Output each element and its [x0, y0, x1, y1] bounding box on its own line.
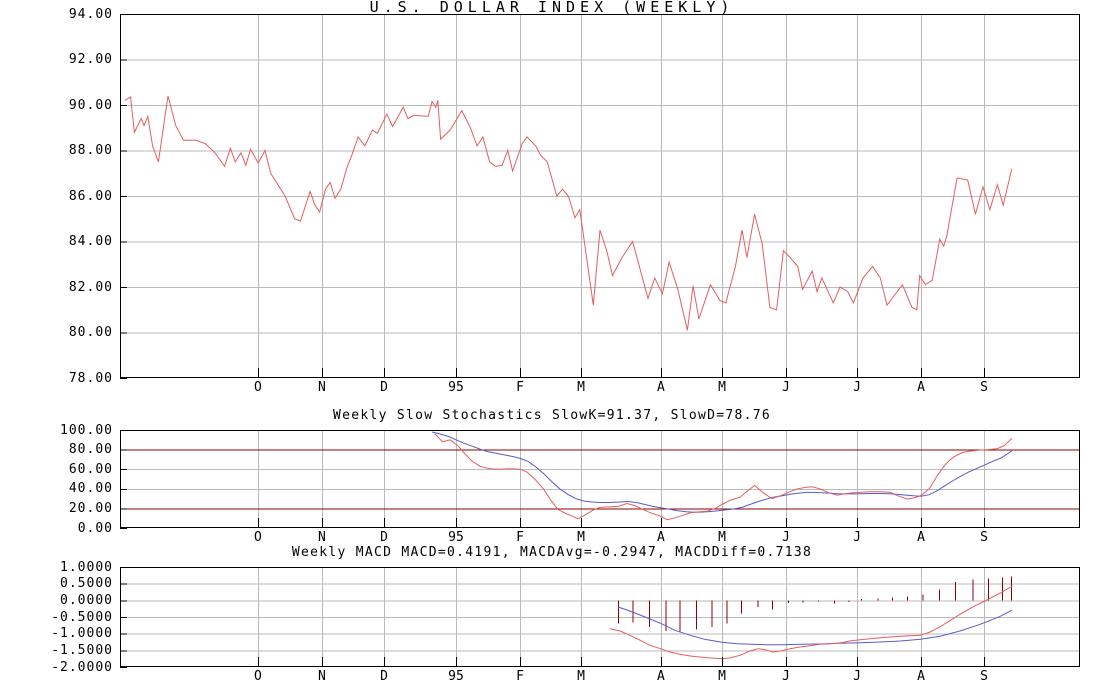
x-axis-label: A	[917, 530, 925, 545]
x-axis-label: J	[782, 669, 790, 684]
y-axis-label: 0.5000	[60, 576, 113, 592]
macd-chart-plot	[120, 567, 1080, 668]
price-chart-plot	[120, 14, 1080, 379]
y-axis-label: 80.00	[68, 325, 113, 340]
y-axis-label: 80.00	[68, 442, 113, 458]
y-axis-label: 90.00	[68, 97, 113, 113]
x-axis-label: N	[318, 380, 326, 395]
macd-chart-title: Weekly MACD MACD=0.4191, MACDAvg=-0.2947…	[291, 545, 813, 560]
y-axis-label: 88.00	[68, 143, 113, 158]
x-axis-label: A	[917, 669, 925, 684]
price-chart-title: U.S. DOLLAR INDEX (WEEKLY)	[369, 0, 735, 16]
y-axis-label: 82.00	[68, 279, 113, 295]
y-axis-label: 86.00	[68, 188, 113, 204]
x-axis-label: D	[380, 530, 388, 545]
x-axis-label: M	[577, 380, 585, 395]
x-axis-label: O	[254, 530, 262, 545]
slowd-line	[431, 431, 1013, 513]
x-axis-label: J	[782, 530, 790, 545]
y-axis-label: -2.0000	[51, 659, 113, 675]
y-axis-label: 1.0000	[60, 559, 113, 575]
stochastics-chart-title: Weekly Slow Stochastics SlowK=91.37, Slo…	[332, 408, 772, 423]
x-axis-label: J	[782, 380, 790, 395]
slowk-line	[434, 433, 1013, 521]
x-axis-label: O	[254, 669, 262, 684]
x-axis-label: M	[718, 380, 726, 395]
x-axis-label: N	[318, 669, 326, 684]
y-axis-label: 0.00	[77, 520, 113, 536]
x-axis-label: M	[577, 669, 585, 684]
x-axis-label: J	[853, 669, 861, 684]
y-axis-label: 60.00	[68, 461, 113, 477]
x-axis-label: M	[718, 530, 726, 545]
plot-border	[120, 430, 1080, 528]
x-axis-label: S	[980, 380, 988, 395]
x-axis-label: A	[917, 380, 925, 395]
x-axis-label: D	[380, 669, 388, 684]
y-axis-label: -1.0000	[51, 626, 113, 642]
us-dollar-index-weekly-close-line	[124, 95, 1013, 331]
x-axis-label: F	[516, 380, 524, 395]
x-axis-label: D	[380, 380, 388, 395]
y-axis-label: -0.5000	[51, 609, 113, 625]
x-axis-label: M	[718, 669, 726, 684]
x-axis-label: A	[657, 380, 665, 395]
x-axis-label: O	[254, 380, 262, 395]
y-axis-label: 78.00	[68, 370, 113, 386]
macd-line-line	[609, 585, 1013, 660]
y-axis-label: 94.00	[68, 6, 113, 22]
x-axis-label: A	[657, 530, 665, 545]
x-axis-label: A	[657, 669, 665, 684]
y-axis-label: -1.5000	[51, 642, 113, 658]
y-axis-label: 100.00	[60, 422, 113, 438]
y-axis-label: 20.00	[68, 500, 113, 516]
x-axis-label: 95	[448, 669, 464, 684]
x-axis-label: S	[980, 530, 988, 545]
stochastics-chart-plot	[120, 430, 1080, 529]
x-axis-label: 95	[448, 530, 464, 545]
y-axis-label: 40.00	[68, 481, 113, 497]
y-axis-label: 92.00	[68, 52, 113, 67]
x-axis-label: F	[516, 530, 524, 545]
macd-average-line	[618, 606, 1013, 646]
x-axis-label: F	[516, 669, 524, 684]
y-axis-label: 84.00	[68, 234, 113, 249]
x-axis-label: M	[577, 530, 585, 545]
x-axis-label: S	[980, 669, 988, 684]
x-axis-label: N	[318, 530, 326, 545]
x-axis-label: J	[853, 380, 861, 395]
x-axis-label: J	[853, 530, 861, 545]
y-axis-label: 0.0000	[60, 592, 113, 608]
x-axis-label: 95	[448, 380, 464, 395]
